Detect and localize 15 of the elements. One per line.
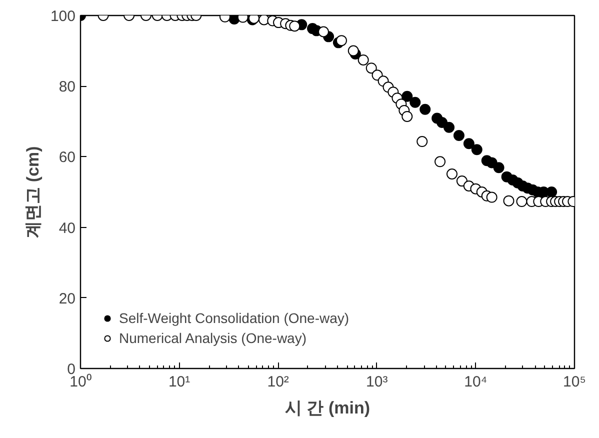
y-tick-label: 100	[50, 8, 76, 25]
legend-label: Self-Weight Consolidation (One-way)	[119, 310, 350, 326]
y-tick-label: 40	[58, 220, 76, 237]
y-tick-label: 20	[58, 290, 76, 308]
legend-label: Numerical Analysis (One-way)	[119, 330, 306, 346]
x-tick-label: 10⁰	[70, 374, 92, 390]
x-tick-label: 10³	[366, 374, 388, 390]
x-tick-label: 10⁴	[464, 374, 488, 390]
y-tick-label: 80	[58, 78, 76, 96]
x-tick-label: 10²	[267, 374, 289, 390]
x-tick-label: 10¹	[168, 374, 190, 390]
x-tick-label: 10⁵	[563, 374, 586, 390]
x-axis-title: 시 간 (min)	[285, 398, 370, 418]
y-axis-title: 계면고 (cm)	[23, 146, 42, 238]
y-tick-label: 60	[58, 149, 76, 166]
